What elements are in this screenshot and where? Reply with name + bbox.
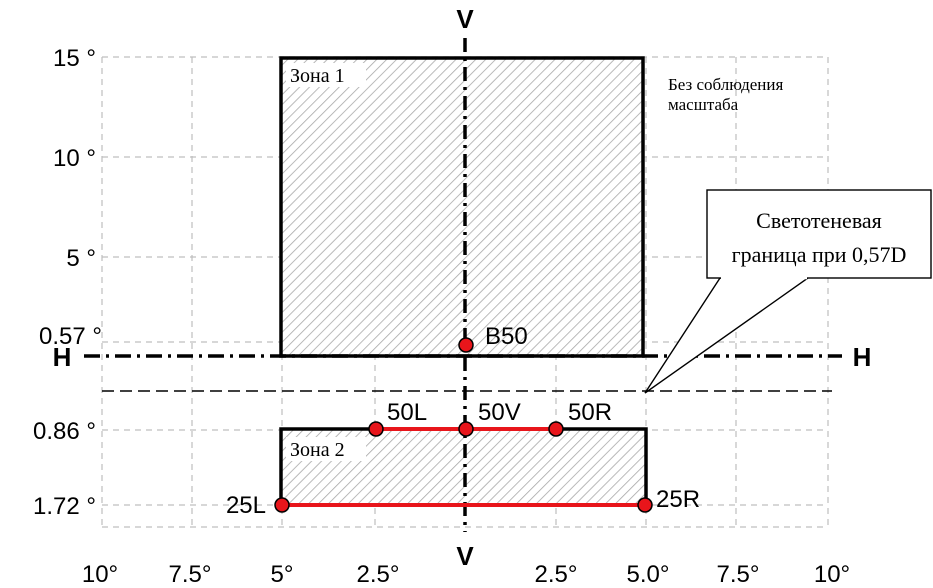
y-tick-labels: 15 ° 10 ° 5 ° 0.57 ° 0.86 ° 1.72 ° <box>33 45 102 520</box>
callout-box <box>706 189 932 279</box>
scale-note-line1: Без соблюдения <box>668 75 783 94</box>
callout-pointer <box>644 277 811 394</box>
point-25l <box>274 497 290 513</box>
v-label-top: V <box>456 4 474 34</box>
label-25r: 25R <box>656 486 700 513</box>
point-25r <box>637 497 653 513</box>
x-tick-labels: 10° 7.5° 5° 2.5° 2.5° 5.0° 7.5° 10° <box>82 561 850 588</box>
y-tick-086: 0.86 ° <box>33 418 96 445</box>
zone-1-label: Зона 1 <box>290 65 345 87</box>
label-b50: B50 <box>485 323 528 350</box>
y-tick-057: 0.57 ° <box>39 323 102 350</box>
callout-line1: Светотеневая <box>756 208 882 233</box>
y-tick-10: 10 ° <box>53 145 96 172</box>
x-tick-left-25: 2.5° <box>357 561 400 588</box>
label-50v: 50V <box>478 399 521 426</box>
zone-2-label-bg <box>286 437 366 461</box>
x-tick-right-75: 7.5° <box>717 561 760 588</box>
x-tick-right-10: 10° <box>814 561 850 588</box>
zone-1-label-bg <box>286 63 366 87</box>
measurement-points <box>274 337 653 513</box>
x-tick-right-50: 5.0° <box>627 561 670 588</box>
h-label-left: H <box>53 342 72 372</box>
scale-note-line2: масштаба <box>668 95 739 114</box>
point-labels: B50 50L 50V 50R 25L 25R <box>226 323 700 519</box>
v-label-bottom: V <box>456 541 474 571</box>
x-tick-left-75: 7.5° <box>169 561 212 588</box>
h-label-right: H <box>853 342 872 372</box>
x-tick-right-25: 2.5° <box>535 561 578 588</box>
point-50r <box>548 421 564 437</box>
zone-2-label: Зона 2 <box>290 439 345 461</box>
label-25l: 25L <box>226 492 266 519</box>
cutoff-callout: Светотеневая граница при 0,57D <box>644 189 932 394</box>
y-tick-172: 1.72 ° <box>33 493 96 520</box>
y-tick-5: 5 ° <box>66 245 96 272</box>
label-50r: 50R <box>568 399 612 426</box>
label-50l: 50L <box>387 399 427 426</box>
x-tick-left-10: 10° <box>82 561 118 588</box>
point-50v <box>458 421 474 437</box>
point-b50 <box>458 337 474 353</box>
zone-1-area <box>279 56 645 358</box>
x-tick-left-5: 5° <box>271 561 294 588</box>
callout-line2: граница при 0,57D <box>732 242 907 267</box>
y-tick-15: 15 ° <box>53 45 96 72</box>
point-50l <box>368 421 384 437</box>
